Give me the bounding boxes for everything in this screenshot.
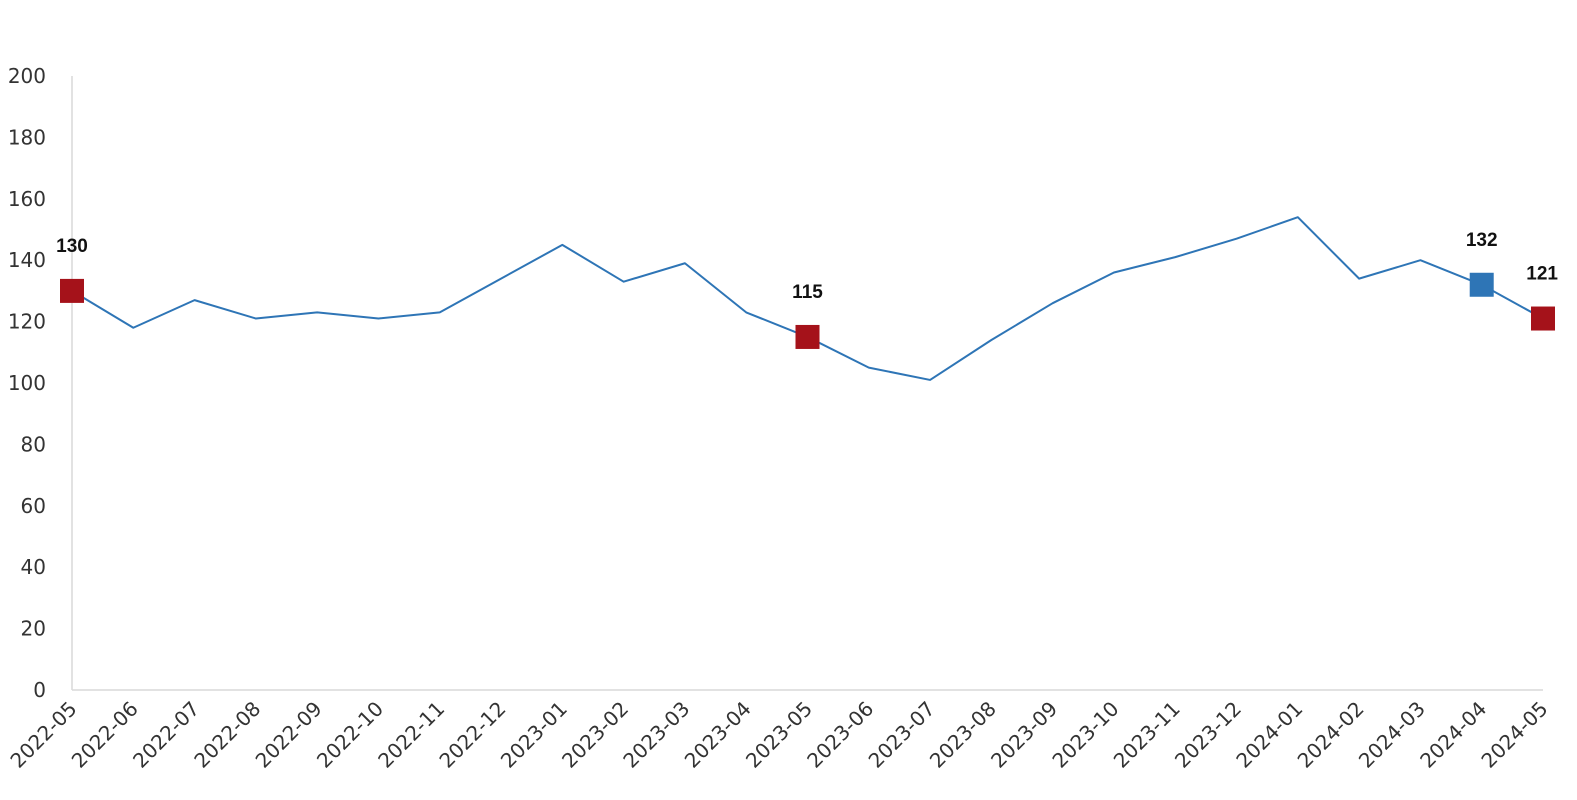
x-tick-label: 2022-10: [312, 697, 388, 773]
data-label: 132: [1466, 230, 1498, 251]
highlight-marker: [795, 324, 820, 349]
x-tick-label: 2024-01: [1231, 697, 1307, 773]
x-tick-label: 2024-02: [1293, 697, 1369, 773]
x-tick-label: 2022-09: [251, 697, 327, 773]
x-tick-label: 2023-03: [618, 697, 694, 773]
x-tick-label: 2023-01: [496, 697, 572, 773]
x-tick-label: 2023-02: [557, 697, 633, 773]
x-tick-label: 2023-06: [802, 697, 878, 773]
y-tick-label: 200: [8, 64, 46, 88]
x-tick-label: 2022-05: [5, 697, 81, 773]
y-tick-label: 100: [8, 371, 46, 395]
x-tick-label: 2023-11: [1109, 697, 1185, 773]
y-tick-label: 40: [21, 555, 46, 579]
x-tick-label: 2024-05: [1476, 697, 1552, 773]
y-tick-label: 120: [8, 310, 46, 334]
y-axis-ticks: 0 20 40 60 80 100 120 140 160 180 200: [8, 64, 46, 702]
x-tick-label: 2022-08: [189, 697, 265, 773]
x-tick-label: 2023-08: [925, 697, 1001, 773]
data-label: 115: [792, 282, 823, 303]
y-tick-label: 0: [33, 678, 46, 702]
axes: [71, 76, 1543, 691]
x-tick-label: 2023-12: [1170, 697, 1246, 773]
highlight-marker: [60, 278, 84, 303]
x-tick-label: 2022-06: [67, 697, 143, 773]
x-tick-label: 2022-07: [128, 697, 204, 773]
data-label: 130: [56, 236, 88, 257]
x-tick-label: 2023-09: [986, 697, 1062, 773]
x-tick-label: 2022-11: [373, 697, 449, 773]
highlight-marker: [1469, 272, 1494, 297]
x-tick-label: 2023-04: [680, 697, 756, 773]
highlight-markers: [60, 272, 1555, 349]
x-tick-label: 2024-03: [1354, 697, 1430, 773]
y-tick-label: 80: [21, 432, 46, 456]
y-tick-label: 160: [8, 187, 46, 211]
data-labels: 130 115 132 121: [56, 230, 1558, 303]
highlight-marker: [1531, 306, 1555, 331]
x-tick-label: 2023-07: [864, 697, 940, 773]
x-tick-label: 2024-04: [1415, 697, 1491, 773]
y-tick-label: 180: [8, 125, 46, 149]
x-tick-label: 2023-10: [1047, 697, 1123, 773]
x-tick-label: 2022-12: [435, 697, 511, 773]
y-tick-label: 140: [8, 248, 46, 272]
x-axis-ticks: 2022-052022-062022-072022-082022-092022-…: [5, 697, 1552, 773]
x-tick-label: 2023-05: [741, 697, 817, 773]
y-tick-label: 20: [21, 617, 46, 641]
y-tick-label: 60: [21, 494, 46, 518]
data-label: 121: [1526, 264, 1558, 285]
